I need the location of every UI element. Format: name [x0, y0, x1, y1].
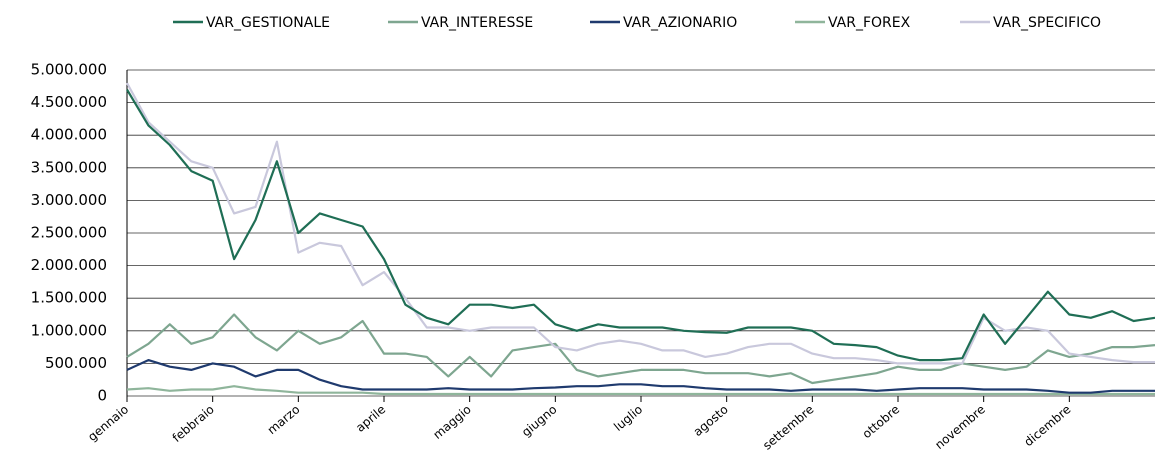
y-tick-label: 1.500.000: [31, 289, 107, 307]
legend-label: VAR_INTERESSE: [421, 15, 533, 31]
legend-label: VAR_AZIONARIO: [623, 15, 737, 31]
y-tick-label: 3.000.000: [31, 191, 107, 209]
legend-label: VAR_GESTIONALE: [206, 15, 330, 31]
series-line: [126, 313, 1155, 385]
y-tick-label: 4.000.000: [31, 126, 107, 144]
x-tick-label: settembre: [760, 402, 816, 452]
x-tick-label: dicembre: [1021, 402, 1073, 449]
series-line: [126, 385, 1155, 396]
legend-label: VAR_SPECIFICO: [993, 15, 1101, 31]
y-tick-label: 500.000: [45, 354, 107, 372]
y-tick-label: 5.000.000: [31, 61, 107, 79]
x-tick-label: agosto: [691, 402, 731, 439]
x-tick-label: aprile: [353, 402, 388, 435]
y-tick-label: 1.000.000: [31, 321, 107, 339]
x-tick-label: febbraio: [170, 402, 217, 445]
series-line: [126, 89, 1155, 362]
x-tick-label: marzo: [265, 402, 303, 437]
legend-label: VAR_FOREX: [828, 15, 911, 31]
y-tick-label: 4.500.000: [31, 93, 107, 111]
x-tick-label: gennaio: [85, 402, 131, 444]
x-tick-label: giugno: [519, 402, 560, 439]
x-tick-label: maggio: [430, 402, 473, 442]
y-tick-label: 3.500.000: [31, 158, 107, 176]
series-line: [126, 359, 1155, 394]
x-tick-label: ottobre: [860, 402, 903, 441]
y-tick-label: 2.500.000: [31, 224, 107, 242]
series-line: [126, 82, 1155, 365]
x-tick-label: luglio: [611, 402, 645, 434]
y-tick-label: 0: [97, 387, 107, 405]
y-tick-label: 2.000.000: [31, 256, 107, 274]
x-tick-label: novembre: [932, 402, 988, 452]
